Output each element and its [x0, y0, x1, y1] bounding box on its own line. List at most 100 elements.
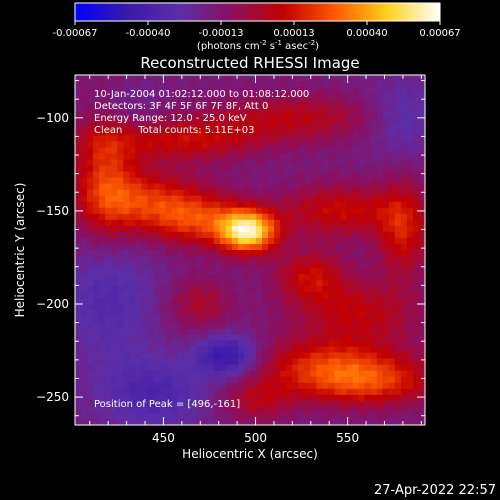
heatmap-cell: [376, 225, 384, 233]
heatmap-cell: [117, 129, 124, 136]
heatmap-cell: [382, 189, 390, 197]
heatmap-cell: [310, 406, 317, 414]
heatmap-cell: [177, 400, 185, 408]
heatmap-cell: [394, 316, 402, 324]
heatmap-cell: [81, 117, 88, 124]
heatmap-cell: [268, 129, 275, 136]
colorbar: -0.00067 -0.00040 -0.00013 0.00013 0.00040 0.…: [53, 2, 461, 52]
heatmap-cell: [153, 201, 161, 209]
heatmap-cell: [412, 382, 420, 390]
heatmap-cell: [219, 376, 227, 384]
heatmap-cell: [268, 165, 275, 173]
heatmap-cell: [370, 87, 378, 94]
heatmap-cell: [418, 256, 425, 263]
heatmap-cell: [412, 195, 420, 203]
heatmap-cell: [237, 225, 245, 233]
heatmap-cell: [165, 352, 173, 360]
heatmap-cell: [93, 111, 100, 118]
heatmap-cell: [135, 231, 142, 239]
heatmap-cell: [81, 81, 88, 88]
heatmap-cell: [304, 105, 311, 112]
heatmap-cell: [135, 418, 142, 425]
y-tick-label: −150: [36, 204, 69, 218]
heatmap-cell: [99, 316, 106, 324]
heatmap-cell: [141, 304, 149, 311]
heatmap-cell: [201, 87, 209, 94]
heatmap-cell: [322, 93, 330, 100]
heatmap-cell: [280, 219, 287, 227]
heatmap-cell: [177, 105, 185, 112]
heatmap-cell: [195, 201, 203, 209]
heatmap-cell: [340, 117, 348, 124]
heatmap-cell: [123, 201, 130, 209]
heatmap-cell: [219, 250, 227, 257]
heatmap-cell: [237, 340, 245, 348]
heatmap-cell: [292, 412, 299, 420]
chart-title: Reconstructed RHESSI Image: [140, 54, 359, 72]
heatmap-cell: [412, 105, 420, 112]
heatmap-cell: [340, 268, 348, 275]
heatmap-cell: [195, 219, 203, 227]
heatmap-cell: [328, 292, 336, 299]
heatmap-cell: [286, 111, 293, 118]
heatmap-cell: [129, 334, 136, 342]
heatmap-cell: [231, 93, 239, 100]
heatmap-cell: [382, 129, 390, 136]
heatmap-cell: [243, 237, 251, 245]
heatmap-cell: [316, 213, 324, 221]
heatmap-cell: [364, 189, 372, 197]
heatmap-cell: [195, 382, 203, 390]
heatmap-cell: [394, 207, 402, 215]
heatmap-cell: [280, 298, 287, 305]
heatmap-cell: [274, 153, 281, 161]
heatmap-cell: [93, 358, 100, 366]
heatmap-cell: [129, 376, 136, 384]
heatmap-cell: [376, 400, 384, 408]
heatmap-cell: [262, 207, 269, 215]
heatmap-cell: [256, 75, 263, 82]
heatmap-cell: [328, 243, 336, 251]
heatmap-cell: [123, 87, 130, 94]
heatmap-cell: [406, 153, 414, 161]
heatmap-cell: [364, 274, 372, 281]
heatmap-cell: [87, 316, 94, 324]
heatmap-cell: [286, 352, 293, 360]
colorbar-gradient: [74, 2, 441, 22]
heatmap-cell: [376, 237, 384, 245]
heatmap-cell: [256, 262, 263, 269]
heatmap-cell: [364, 268, 372, 275]
heatmap-cell: [243, 310, 251, 317]
heatmap-cell: [141, 159, 149, 167]
heatmap-cell: [298, 334, 305, 342]
heatmap-cell: [406, 274, 414, 281]
heatmap-cell: [87, 165, 94, 173]
heatmap-cell: [328, 346, 336, 354]
heatmap-cell: [195, 364, 203, 372]
heatmap-cell: [141, 346, 149, 354]
heatmap-cell: [274, 382, 281, 390]
heatmap-cell: [268, 268, 275, 275]
heatmap-cell: [225, 340, 233, 348]
heatmap-cell: [262, 165, 269, 173]
heatmap-cell: [394, 243, 402, 251]
heatmap-cell: [183, 292, 191, 299]
heatmap-cell: [376, 394, 384, 402]
heatmap-cell: [81, 129, 88, 136]
heatmap-cell: [111, 418, 118, 425]
heatmap-cell: [274, 358, 281, 366]
heatmap-cell: [189, 117, 197, 124]
heatmap-cell: [183, 93, 191, 100]
heatmap-cell: [358, 195, 366, 203]
heatmap-cell: [87, 262, 94, 269]
heatmap-cell: [195, 370, 203, 378]
heatmap-cell: [99, 400, 106, 408]
heatmap-cell: [99, 105, 106, 112]
heatmap-cell: [274, 310, 281, 317]
heatmap-cell: [412, 183, 420, 191]
heatmap-cell: [322, 262, 330, 269]
heatmap-cell: [153, 135, 161, 142]
heatmap-cell: [87, 250, 94, 257]
heatmap-cell: [400, 262, 408, 269]
heatmap-cell: [316, 250, 324, 257]
heatmap-cell: [225, 123, 233, 130]
